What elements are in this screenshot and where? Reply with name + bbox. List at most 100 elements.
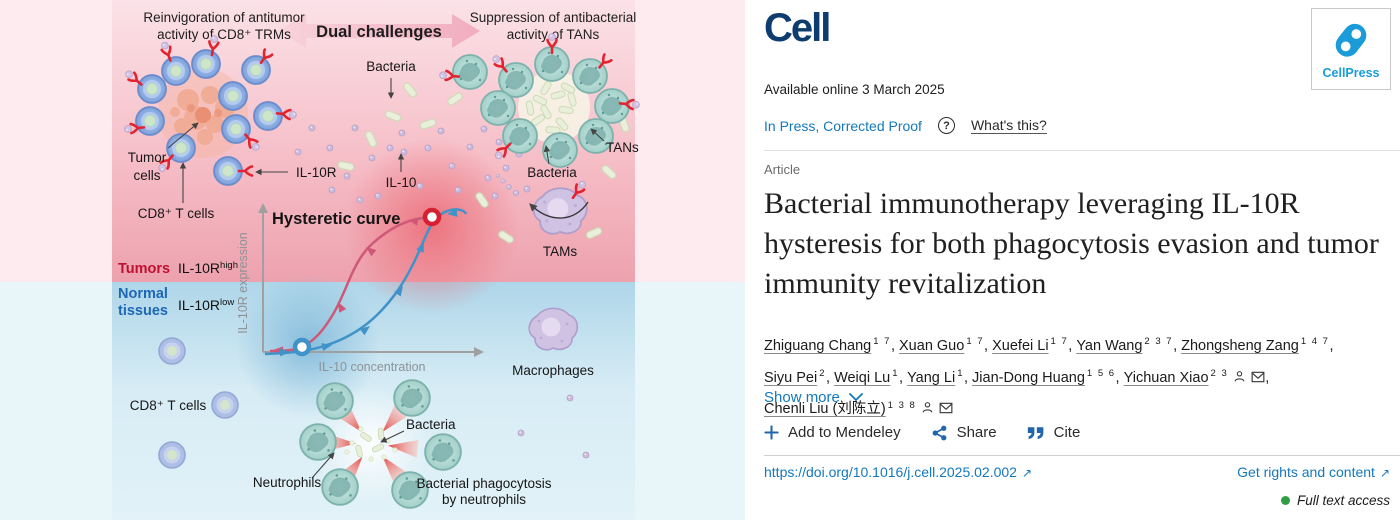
il10-label: IL-10: [386, 175, 417, 190]
cd8-cell: [253, 101, 283, 131]
neutrophil-cell: [424, 433, 462, 471]
cite-quotes-icon: [1027, 426, 1043, 439]
cd8-cell: [211, 391, 239, 419]
tan-cell: [480, 90, 516, 126]
share-icon: [932, 425, 946, 440]
external-link-icon: ↗: [1021, 466, 1033, 480]
normal-label-line1: Normal: [118, 286, 168, 302]
neutrophil-cell: [321, 468, 359, 506]
author-corresponding: Yichuan Xiao 2 3: [1124, 368, 1270, 386]
cellpress-wordmark: CellPress: [1322, 65, 1380, 80]
author: Zhiguang Chang 1 7: [764, 336, 899, 354]
tan-cluster: [439, 34, 639, 168]
svg-text:IL-10Rlow: IL-10Rlow: [178, 297, 234, 313]
dual-challenges-banner: Dual challenges: [278, 14, 480, 48]
available-online-date: Available online 3 March 2025: [764, 82, 945, 97]
author: Yan Wang 2 3 7: [1076, 336, 1181, 354]
access-row: Full text access: [1280, 493, 1390, 508]
cd8-cell: [135, 106, 165, 136]
add-to-mendeley-button[interactable]: Add to Mendeley: [764, 424, 901, 441]
cd8-cell: [137, 74, 167, 104]
graphical-abstract-figure: Dual challenges Reinvigoration of antitu…: [0, 0, 745, 520]
article-title: Bacterial immunotherapy leveraging IL-10…: [764, 187, 1379, 300]
help-icon[interactable]: ?: [937, 117, 955, 134]
neutrophils-label: Neutrophils: [253, 475, 322, 490]
neutrophil-cell: [299, 423, 337, 461]
article-type-label: Article: [764, 162, 801, 177]
doi-row: https://doi.org/10.1016/j.cell.2025.02.0…: [764, 464, 1390, 480]
graphical-abstract: Dual challenges Reinvigoration of antitu…: [0, 0, 745, 520]
ascending-arrowheads: [279, 208, 458, 357]
share-button[interactable]: Share: [931, 424, 997, 441]
cd8-cell: [158, 441, 186, 469]
caption-right-line1: Suppression of antibacterial: [470, 10, 637, 25]
neutrophil-cell: [393, 379, 431, 417]
access-type-label: Full text access: [1296, 493, 1390, 508]
tan-cell: [502, 118, 538, 154]
hysteresis-descending-curve: [269, 215, 433, 353]
plot-title: Hysteretic curve: [272, 210, 400, 228]
caption-left-line2: activity of CD8⁺ TRMs: [157, 27, 291, 42]
cd8-cell: [161, 56, 191, 86]
author: Zhongsheng Zang 1 4 7: [1181, 336, 1333, 354]
author: Yang Li 1: [907, 368, 972, 386]
svg-text:IL-10Rhigh: IL-10Rhigh: [178, 260, 238, 276]
neutrophil-cell: [316, 382, 354, 420]
doi-link[interactable]: https://doi.org/10.1016/j.cell.2025.02.0…: [764, 464, 1033, 480]
divider-top: [764, 150, 1400, 151]
rights-and-content-link[interactable]: Get rights and content ↗: [1237, 464, 1390, 480]
plot-x-axis-label: IL-10 concentration: [318, 360, 425, 374]
in-press-status-link[interactable]: In Press, Corrected Proof: [764, 117, 922, 134]
cd8-cell: [218, 81, 248, 111]
author: Xuefei Li 1 7: [992, 336, 1076, 354]
author: Xuan Guo 1 7: [899, 336, 992, 354]
action-row: Add to Mendeley Share Cite: [764, 424, 1080, 441]
normal-label-line2: tissues: [118, 303, 168, 319]
whats-this-link[interactable]: What's this?: [970, 117, 1047, 134]
hysteresis-plot: IL-10R expression IL-10 concentration Hy…: [236, 203, 484, 374]
cd8-cell: [241, 55, 271, 85]
author: Weiqi Lu 1: [834, 368, 907, 386]
author: Jian-Dong Huang 1 5 6: [972, 368, 1124, 386]
cd8-cell: [158, 337, 186, 365]
cell-journal-logo[interactable]: Cell: [764, 6, 831, 50]
phagocytosis-label-line2: by neutrophils: [442, 492, 526, 507]
author-profile-icon[interactable]: [1233, 370, 1246, 383]
region-labels: Tumors IL-10Rhigh Normal tissues IL-10Rl…: [118, 260, 238, 319]
author-profile-icon[interactable]: [921, 401, 934, 414]
author-email-icon[interactable]: [1251, 371, 1265, 383]
tumor-state-marker: [422, 207, 442, 227]
chevron-down-icon: [848, 393, 863, 402]
divider-bottom: [764, 455, 1400, 456]
caption-left-line1: Reinvigoration of antitumor: [143, 10, 305, 25]
cellpress-icon: [1335, 23, 1367, 57]
plus-icon: [764, 425, 779, 440]
tumors-label: Tumors: [118, 261, 170, 277]
tan-cell: [452, 54, 488, 90]
bacteria-label-bottom: Bacteria: [406, 417, 456, 432]
cd8-cell: [221, 114, 251, 144]
author: Siyu Pei 2: [764, 368, 834, 386]
cite-button[interactable]: Cite: [1027, 424, 1080, 441]
tumor-cells-label-line1: Tumor: [128, 150, 167, 165]
bacteria-label-right: Bacteria: [527, 165, 577, 180]
label-connectors: [167, 78, 605, 479]
article-header-panel: Cell CellPress Available online 3 March …: [760, 0, 1400, 520]
status-row: In Press, Corrected Proof ? What's this?: [764, 117, 1047, 134]
tams-label: TAMs: [543, 244, 577, 259]
tans-label: TANs: [606, 140, 639, 155]
cd8-tcells-label-top: CD8⁺ T cells: [138, 206, 215, 221]
cd8-tcells-label-bottom: CD8⁺ T cells: [130, 398, 207, 413]
cellpress-logo[interactable]: CellPress: [1311, 8, 1391, 90]
bacteria-being-eaten: [344, 426, 398, 462]
tan-cell: [594, 88, 630, 124]
author-email-icon[interactable]: [939, 402, 953, 414]
plot-y-axis-label: IL-10R expression: [236, 232, 250, 333]
show-more-button[interactable]: Show more: [764, 389, 863, 406]
open-access-dot: [1280, 496, 1290, 505]
cd8-cell: [191, 49, 221, 79]
phagocytosis-cluster: [299, 379, 462, 509]
tam-cell-group: [495, 173, 589, 235]
il10r-label: IL-10R: [296, 165, 337, 180]
